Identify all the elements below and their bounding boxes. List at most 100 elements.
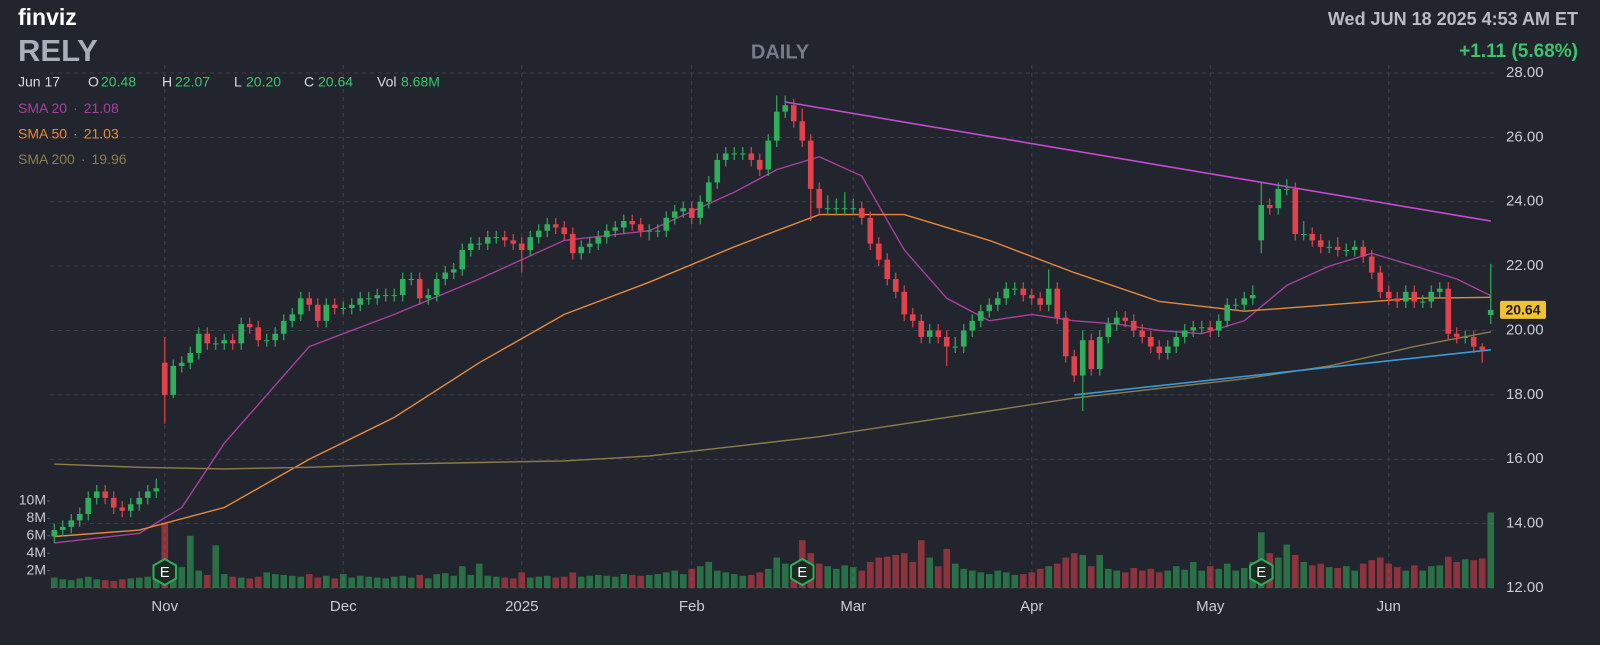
volume-bar	[875, 557, 883, 588]
x-tick-label: Dec	[330, 598, 357, 615]
candle-layer	[51, 95, 1494, 543]
candle-body	[1487, 309, 1494, 316]
volume-bar	[832, 568, 840, 588]
candle-body	[178, 362, 185, 366]
candle-body	[399, 279, 406, 296]
volume-bar	[441, 573, 449, 588]
volume-bar	[892, 554, 900, 588]
candle-body	[867, 217, 874, 244]
volume-bar	[1342, 566, 1350, 588]
candle-body	[544, 224, 551, 231]
y-tick-label: 26.00	[1506, 128, 1544, 145]
candle-body	[714, 159, 721, 183]
candle-body	[433, 279, 440, 296]
candle-body	[671, 211, 678, 218]
volume-bar	[577, 576, 585, 588]
y-tick-label: 18.00	[1506, 386, 1544, 403]
volume-bar	[1062, 557, 1070, 588]
candle-body	[629, 221, 636, 225]
candle-body	[93, 491, 100, 498]
candle-body	[1003, 288, 1010, 299]
volume-bar	[348, 577, 356, 588]
candle-body	[875, 243, 882, 260]
candle-body	[790, 105, 797, 122]
volume-bar	[390, 576, 398, 588]
volume-bar	[254, 576, 262, 588]
candle-body	[1275, 188, 1282, 209]
candle-body	[357, 298, 364, 305]
volume-bar	[1096, 554, 1104, 588]
candle-body	[1079, 340, 1086, 376]
candle-body	[552, 224, 559, 228]
candle-body	[841, 208, 848, 210]
candle-body	[76, 513, 83, 521]
candle-body	[289, 314, 296, 321]
candle-body	[1054, 288, 1061, 318]
volume-bar	[484, 575, 492, 588]
legend-value: 21.03	[84, 125, 119, 141]
candle-body	[1292, 188, 1299, 234]
candle-body	[1088, 340, 1095, 370]
volume-bar	[620, 574, 628, 588]
volume-bar	[773, 557, 781, 588]
trend-line	[785, 101, 1491, 222]
volume-bar	[1436, 565, 1444, 588]
volume-bar	[960, 568, 968, 588]
volume-bar	[229, 576, 237, 588]
volume-bar	[1070, 553, 1078, 588]
volume-bar	[59, 579, 67, 588]
volume-bar	[1419, 570, 1427, 588]
trend-line	[1074, 349, 1491, 396]
candle-body	[1198, 327, 1205, 329]
header-value: 8.68M	[401, 74, 440, 90]
volume-bar	[688, 568, 696, 588]
volume-bar	[1444, 556, 1452, 588]
header-label: Vol	[377, 74, 396, 90]
legend-separator: ·	[81, 151, 86, 167]
candle-body	[365, 298, 372, 300]
volume-bar	[492, 576, 500, 588]
candle-body	[1317, 240, 1324, 247]
candle-body	[1479, 346, 1486, 350]
candle-body	[935, 330, 942, 337]
candle-body	[765, 140, 772, 170]
candle-body	[391, 295, 398, 297]
volume-bar	[110, 581, 118, 588]
candle-body	[331, 304, 338, 308]
candle-body	[1045, 288, 1052, 305]
volume-bar	[1130, 567, 1138, 588]
volume-bar	[1121, 572, 1129, 588]
volume-bar	[518, 572, 526, 588]
candle-body	[731, 153, 738, 155]
volume-bar	[994, 570, 1002, 588]
volume-bar	[926, 557, 934, 588]
candle-body	[816, 188, 823, 209]
volume-bar	[76, 578, 84, 588]
candle-body	[1360, 246, 1367, 257]
volume-bar	[314, 577, 322, 588]
candle-body	[688, 208, 695, 218]
volume-bar	[611, 576, 619, 588]
candle-body	[85, 497, 92, 514]
candle-body	[187, 353, 194, 363]
candle-body	[255, 327, 262, 341]
volume-bar	[730, 574, 738, 588]
volume-bar	[654, 574, 662, 588]
volume-bar	[1045, 566, 1053, 588]
volume-bar	[1028, 572, 1036, 588]
volume-bar	[968, 570, 976, 588]
volume-layer	[50, 512, 1495, 588]
candle-body	[1139, 330, 1146, 337]
candle-body	[1096, 336, 1103, 370]
volume-bar	[696, 566, 704, 588]
volume-bar	[144, 576, 152, 588]
candle-body	[527, 237, 534, 251]
volume-bar	[1325, 567, 1333, 588]
candle-body	[323, 304, 330, 321]
candle-body	[136, 497, 143, 505]
candle-body	[246, 324, 253, 328]
legend-entry: SMA 20 · 21.08	[18, 100, 119, 116]
candle-body	[892, 279, 899, 292]
volume-bar	[1138, 570, 1146, 588]
volume-bar	[824, 566, 832, 588]
